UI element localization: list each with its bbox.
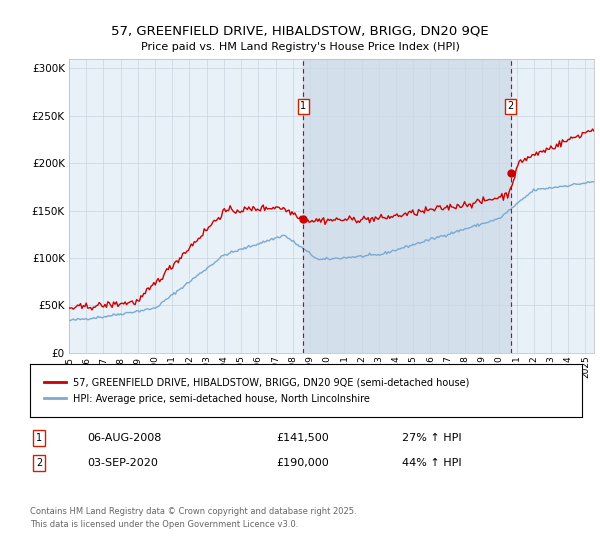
- Text: 2: 2: [508, 101, 514, 111]
- Text: 57, GREENFIELD DRIVE, HIBALDSTOW, BRIGG, DN20 9QE: 57, GREENFIELD DRIVE, HIBALDSTOW, BRIGG,…: [111, 24, 489, 38]
- Text: 1: 1: [300, 101, 306, 111]
- Text: 1: 1: [36, 433, 42, 443]
- Text: Price paid vs. HM Land Registry's House Price Index (HPI): Price paid vs. HM Land Registry's House …: [140, 42, 460, 52]
- Text: £141,500: £141,500: [276, 433, 329, 443]
- Text: Contains HM Land Registry data © Crown copyright and database right 2025.
This d: Contains HM Land Registry data © Crown c…: [30, 507, 356, 529]
- Text: 2: 2: [36, 458, 42, 468]
- Legend: 57, GREENFIELD DRIVE, HIBALDSTOW, BRIGG, DN20 9QE (semi-detached house), HPI: Av: 57, GREENFIELD DRIVE, HIBALDSTOW, BRIGG,…: [40, 374, 474, 408]
- Text: 44% ↑ HPI: 44% ↑ HPI: [402, 458, 461, 468]
- Bar: [303, 59, 511, 353]
- Text: 06-AUG-2008: 06-AUG-2008: [87, 433, 161, 443]
- Text: 27% ↑ HPI: 27% ↑ HPI: [402, 433, 461, 443]
- Text: 03-SEP-2020: 03-SEP-2020: [87, 458, 158, 468]
- Text: £190,000: £190,000: [276, 458, 329, 468]
